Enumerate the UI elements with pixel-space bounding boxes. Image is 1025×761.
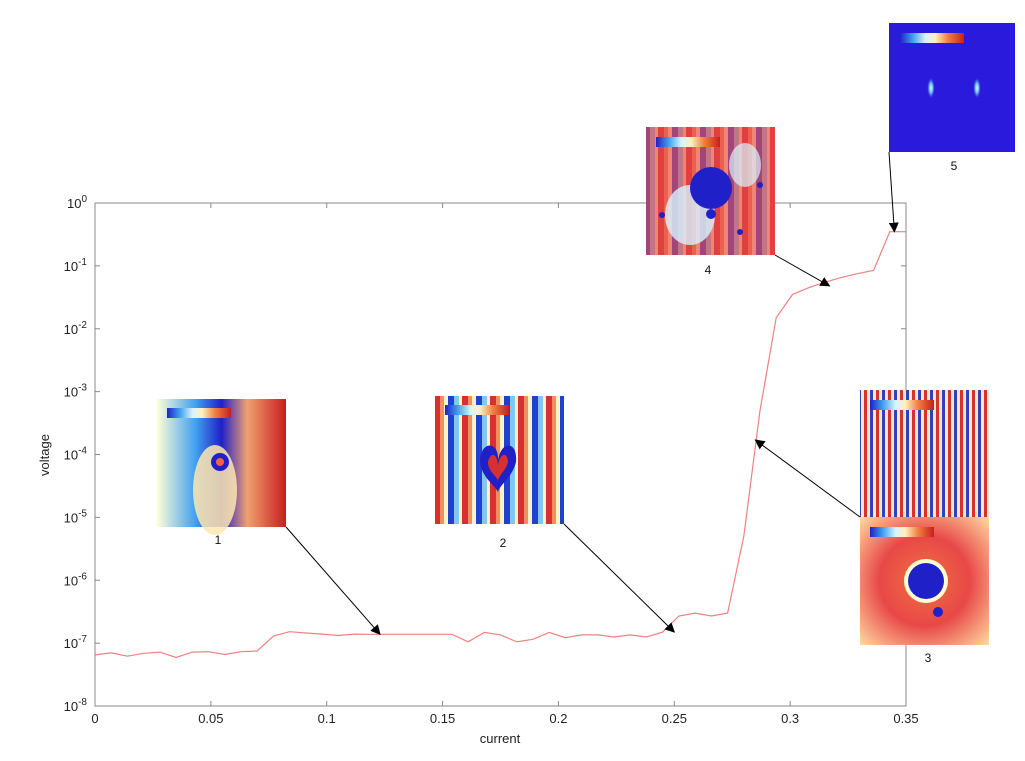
arrow-4 xyxy=(774,254,831,287)
y-tick-label: 10-8 xyxy=(64,697,88,714)
x-tick-label: 0.25 xyxy=(662,711,687,726)
x-tick-label: 0.15 xyxy=(430,711,455,726)
inset-label-3: 3 xyxy=(925,651,932,665)
inset-label-2: 2 xyxy=(500,536,507,550)
y-tick-label: 10-4 xyxy=(64,446,88,463)
y-tick-label: 100 xyxy=(67,194,87,211)
inset-image-5 xyxy=(889,23,1015,152)
x-tick-label: 0.2 xyxy=(549,711,567,726)
x-tick-label: 0.3 xyxy=(781,711,799,726)
inset-image-4 xyxy=(646,127,775,255)
inset-label-5: 5 xyxy=(951,159,958,173)
x-axis-title: current xyxy=(480,731,521,746)
inset-image-3 xyxy=(860,390,989,645)
y-tick-label: 10-5 xyxy=(64,508,88,525)
inset-label-4: 4 xyxy=(705,263,712,277)
x-tick-label: 0 xyxy=(91,711,98,726)
annotation-arrows xyxy=(285,151,899,636)
x-tick-label: 0.05 xyxy=(198,711,223,726)
x-tick-label: 0.35 xyxy=(893,711,918,726)
y-tick-label: 10-3 xyxy=(64,383,88,400)
y-tick-label: 10-2 xyxy=(64,320,88,337)
x-tick-label: 0.1 xyxy=(318,711,336,726)
inset-image-1 xyxy=(157,399,286,535)
inset-image-2 xyxy=(435,396,564,524)
arrow-1 xyxy=(285,526,381,636)
y-tick-label: 10-7 xyxy=(64,634,88,651)
inset-label-1: 1 xyxy=(215,533,222,547)
y-axis-title: voltage xyxy=(37,434,52,476)
y-tick-label: 10-1 xyxy=(64,257,88,274)
arrow-3 xyxy=(754,439,861,518)
axis-ticks: 0 0.05 0.1 0.15 0.2 0.25 0.3 0.35 100 10-1 10-2 10-… xyxy=(64,194,919,726)
arrow-2 xyxy=(563,523,676,633)
series-layer xyxy=(94,231,906,659)
series-line xyxy=(94,231,906,659)
y-tick-label: 10-6 xyxy=(64,571,88,588)
arrow-5 xyxy=(888,151,899,233)
